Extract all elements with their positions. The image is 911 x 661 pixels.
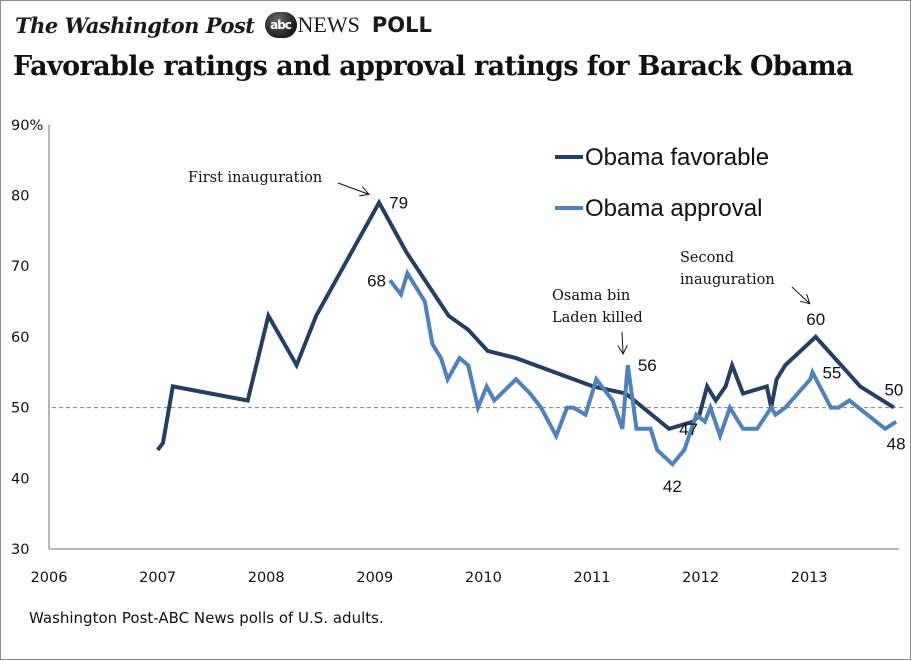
- annotation-arrow-icon: [622, 331, 623, 353]
- annotation-text: First inauguration: [188, 170, 322, 186]
- washington-post-logo: The Washington Post: [15, 12, 255, 38]
- x-tick-label: 2009: [356, 570, 393, 586]
- annotation: First inauguration: [188, 170, 368, 194]
- data-label: 42: [663, 477, 682, 496]
- obama-approval-line: [388, 268, 898, 468]
- abc-logo-icon: abc: [264, 12, 297, 38]
- x-tick-label: 2012: [682, 570, 719, 586]
- x-tick-label: 2008: [248, 570, 285, 586]
- y-tick-label: 50: [11, 401, 29, 417]
- source-note: Washington Post-ABC News polls of U.S. a…: [29, 609, 384, 627]
- y-tick-label: 40: [11, 471, 29, 487]
- x-tick-label: 2006: [31, 570, 68, 586]
- y-tick-label: 90%: [11, 118, 43, 134]
- data-label: 48: [887, 435, 906, 454]
- obama-favorable-line: [156, 198, 895, 452]
- data-label: 50: [884, 381, 903, 400]
- data-label: 60: [806, 310, 825, 329]
- y-tick-label: 30: [11, 542, 29, 558]
- x-tick-label: 2013: [791, 570, 828, 586]
- data-label: 55: [822, 363, 841, 382]
- data-label: 79: [389, 194, 408, 213]
- legend-item: Obama approval: [555, 195, 762, 222]
- legend-label: Obama approval: [585, 195, 762, 222]
- y-tick-label: 70: [11, 259, 29, 275]
- legend-item: Obama favorable: [555, 144, 769, 171]
- annotation-text: Second: [680, 250, 734, 266]
- annotation-text: Laden killed: [552, 310, 643, 326]
- y-tick-label: 60: [11, 330, 29, 346]
- annotation-arrow-icon: [791, 286, 809, 303]
- data-label: 68: [367, 271, 386, 290]
- annotation-arrow-icon: [337, 182, 368, 194]
- annotation: Osama bin Laden killed: [552, 288, 643, 353]
- legend-label: Obama favorable: [585, 144, 769, 171]
- data-label: 47: [679, 420, 698, 439]
- poll-label: POLL: [371, 13, 432, 37]
- annotation: Second inauguration: [680, 250, 809, 303]
- data-label: 56: [638, 356, 657, 375]
- chart-title: Favorable ratings and approval ratings f…: [13, 51, 854, 82]
- x-tick-label: 2010: [465, 570, 502, 586]
- x-tick-label: 2007: [139, 570, 176, 586]
- y-tick-label: 80: [11, 189, 29, 205]
- annotation-text: inauguration: [680, 272, 775, 288]
- brand-header: The Washington Post abc NEWS POLL: [15, 10, 432, 40]
- annotation-text: Osama bin: [552, 288, 630, 304]
- x-tick-label: 2011: [574, 570, 611, 586]
- news-wordmark: NEWS: [297, 12, 360, 37]
